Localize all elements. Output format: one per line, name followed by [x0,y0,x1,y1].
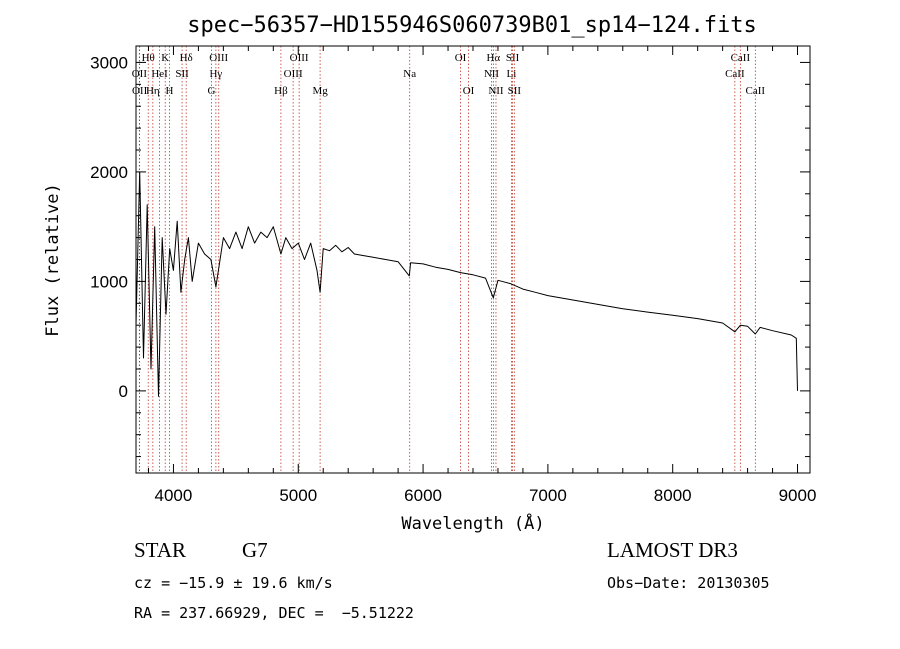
y-tick-label: 1000 [90,272,128,291]
coordinates-text: RA = 237.66929, DEC = −5.51222 [134,604,414,622]
y-tick-label: 2000 [90,163,128,182]
y-axis-label: Flux (relative) [43,183,63,337]
object-subclass: G7 [242,538,268,562]
x-tick-label: 6000 [404,486,442,505]
spectral-line-label: G [208,85,216,97]
survey-name: LAMOST DR3 [607,538,738,562]
x-tick-label: 4000 [155,486,193,505]
plot-frame [135,45,811,474]
spectral-line-label: Hγ [209,68,222,80]
spectral-line-label: Hα [486,52,500,64]
x-axis: 4000 5000 6000 7000 8000 9000 [147,46,817,505]
spectral-line-label: Mg [312,85,328,97]
spectral-line-label: Li [507,68,517,80]
y-tick-label: 3000 [90,53,128,72]
spectral-line-label: CaII [725,68,745,80]
spectral-line-label: Hδ [180,52,193,64]
spectral-line-label: HeI [151,68,168,80]
obs-date-text: Obs−Date: 20130305 [607,574,770,592]
spectral-line-label: SII [175,68,189,80]
spectral-line-label: NII [488,85,504,97]
spectrum-series [135,171,798,397]
spectral-line-label: CaII [746,85,766,97]
spectral-line-label: OI [463,85,475,97]
object-class: STAR [134,538,186,562]
spectral-line-label: OIII [209,52,228,64]
spectral-line-label: OI [455,52,467,64]
x-axis-label: Wavelength (Å) [401,512,544,534]
spectral-line-label: Hη [146,85,160,97]
spectral-line-label: CaII [731,52,751,64]
x-tick-label: 8000 [654,486,692,505]
spectral-line-label: Hβ [274,85,288,97]
spectral-line-label: H [165,85,173,97]
spectral-line-label: Na [403,68,416,80]
y-tick-label: 0 [119,382,128,401]
chart-title: spec−56357−HD155946S060739B01_sp14−124.f… [187,13,757,38]
x-tick-label: 5000 [279,486,317,505]
y-axis: 0 1000 2000 3000 [90,53,810,458]
spectral-line-label: Hθ [142,52,155,64]
redshift-text: cz = −15.9 ± 19.6 km/s [134,574,333,592]
spectral-line-label: K [161,52,169,64]
spectral-line-label: NII [484,68,500,80]
spectral-line-label: SII [508,85,522,97]
x-tick-label: 9000 [779,486,817,505]
spectral-line-label: SII [506,52,520,64]
x-tick-label: 7000 [529,486,567,505]
spectrum-line [135,171,798,397]
spectral-line-label: OIII [284,68,303,80]
spectral-line-label: OIII [290,52,309,64]
